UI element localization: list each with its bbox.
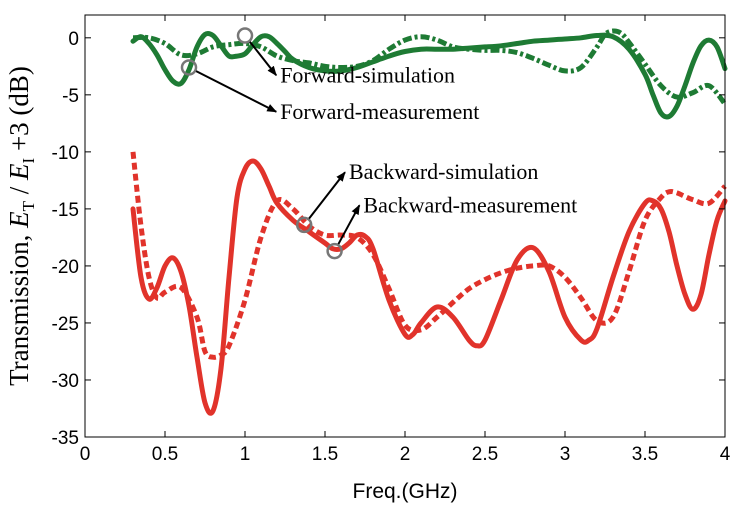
y-tick-label: -30 — [52, 371, 79, 392]
series-line-forward-measurement — [132, 28, 727, 106]
annotation-arrow-forward-measurement — [195, 70, 278, 113]
y-tick-label: -15 — [52, 200, 79, 221]
y-axis-title-var1: E — [4, 211, 34, 229]
annotation-label-forward-measurement: Forward-measurement — [280, 99, 479, 124]
annotation-marker-forward-simulation — [236, 27, 254, 44]
annotation-arrow-backward-measurement — [337, 204, 361, 245]
y-axis-title-mid: / — [4, 180, 34, 201]
y-axis-ticks: 0 -5 -10 -15 -20 -25 -30 -35 — [52, 29, 725, 449]
x-tick-label: 3 — [560, 444, 571, 465]
x-tick-label: 1.5 — [312, 444, 338, 465]
series-line-backward-measurement — [130, 151, 727, 360]
x-tick-label: 3.5 — [632, 444, 658, 465]
x-tick-label: 1 — [240, 444, 251, 465]
annotation-label-forward-simulation: Forward-simulation — [280, 62, 455, 87]
y-tick-label: -10 — [52, 143, 79, 164]
annotation-marker-backward-simulation — [295, 216, 313, 234]
annotation-layer: Forward-simulation Forward-measurement Bac… — [180, 27, 577, 260]
x-tick-label: 2.5 — [472, 444, 498, 465]
annotation-label-backward-measurement: Backward-measurement — [363, 192, 577, 217]
series-line-forward-simulation — [130, 30, 728, 120]
y-axis-title: Transmission, ET / EI +3 (dB) — [4, 66, 38, 386]
series-line-backward-simulation — [130, 158, 728, 416]
y-tick-label: -35 — [52, 428, 79, 449]
x-axis-title: Freq.(GHz) — [353, 480, 458, 503]
x-tick-label: 0 — [80, 444, 91, 465]
annotation-marker-backward-measurement — [326, 242, 343, 260]
x-tick-label: 0.5 — [152, 444, 178, 465]
y-tick-label: -25 — [52, 314, 79, 335]
annotation-arrow-backward-simulation — [308, 171, 346, 220]
y-axis-title-var2: E — [4, 163, 34, 181]
y-axis-title-suffix: +3 (dB) — [4, 66, 34, 158]
y-axis-title-sub2: I — [19, 157, 38, 163]
annotation-arrow-forward-simulation — [249, 41, 277, 77]
annotation-marker-forward-measurement — [180, 59, 198, 76]
plot-area-background — [85, 15, 725, 437]
y-tick-label: 0 — [68, 29, 79, 50]
y-axis-title-sub1: T — [19, 200, 38, 211]
y-tick-label: -20 — [52, 257, 79, 278]
x-axis-ticks: 0 0.5 1 1.5 2 2.5 3 3.5 4 — [80, 15, 731, 465]
y-tick-label: -5 — [62, 86, 79, 107]
y-axis-title-prefix: Transmission, — [4, 228, 34, 386]
x-tick-label: 2 — [400, 444, 411, 465]
series-layer — [130, 28, 728, 416]
annotation-label-backward-simulation: Backward-simulation — [349, 159, 538, 184]
x-tick-label: 4 — [720, 444, 731, 465]
